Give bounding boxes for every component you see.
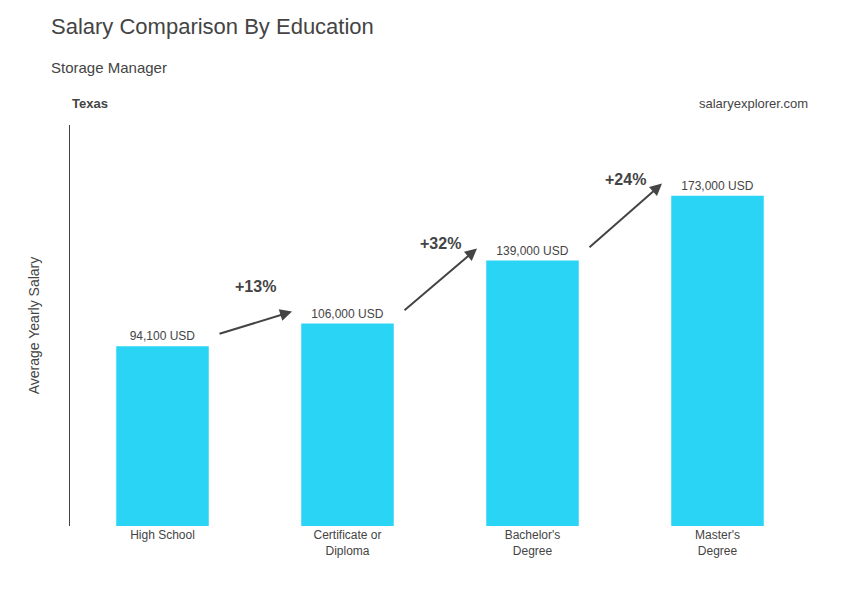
svg-text:Bachelor'sDegree: Bachelor'sDegree xyxy=(505,528,561,558)
svg-text:Salary Comparison By Education: Salary Comparison By Education xyxy=(51,14,374,39)
svg-text:High School: High School xyxy=(130,528,195,542)
svg-text:Texas: Texas xyxy=(72,96,108,111)
svg-text:Certificate orDiploma: Certificate orDiploma xyxy=(313,528,381,558)
svg-text:94,100 USD: 94,100 USD xyxy=(130,329,196,343)
svg-text:+13%: +13% xyxy=(235,278,276,295)
svg-text:+32%: +32% xyxy=(420,235,461,252)
svg-text:Average Yearly Salary: Average Yearly Salary xyxy=(26,257,42,395)
svg-text:173,000 USD: 173,000 USD xyxy=(681,179,753,193)
svg-text:Master'sDegree: Master'sDegree xyxy=(695,528,740,558)
svg-text:139,000 USD: 139,000 USD xyxy=(496,244,568,258)
svg-text:+24%: +24% xyxy=(605,171,646,188)
svg-text:salaryexplorer.com: salaryexplorer.com xyxy=(699,96,808,111)
svg-text:Storage Manager: Storage Manager xyxy=(51,59,167,76)
svg-text:106,000 USD: 106,000 USD xyxy=(311,307,383,321)
